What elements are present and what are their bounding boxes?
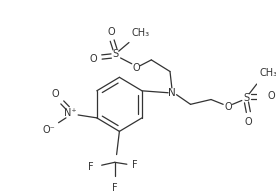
- Text: S: S: [113, 49, 119, 59]
- Text: S: S: [243, 93, 250, 102]
- Text: F: F: [112, 183, 118, 193]
- Text: O⁻: O⁻: [43, 125, 55, 135]
- Text: F: F: [132, 160, 138, 170]
- Text: O: O: [268, 91, 275, 101]
- Text: O: O: [107, 27, 115, 37]
- Text: N: N: [168, 88, 176, 98]
- Text: O: O: [224, 102, 232, 112]
- Text: CH₃: CH₃: [131, 28, 149, 38]
- Text: O: O: [132, 63, 140, 73]
- Text: F: F: [88, 162, 93, 172]
- Text: O: O: [90, 54, 97, 64]
- Text: O: O: [52, 89, 60, 99]
- Text: CH₃: CH₃: [260, 69, 276, 78]
- Text: O: O: [245, 117, 252, 127]
- Text: N⁺: N⁺: [64, 108, 77, 118]
